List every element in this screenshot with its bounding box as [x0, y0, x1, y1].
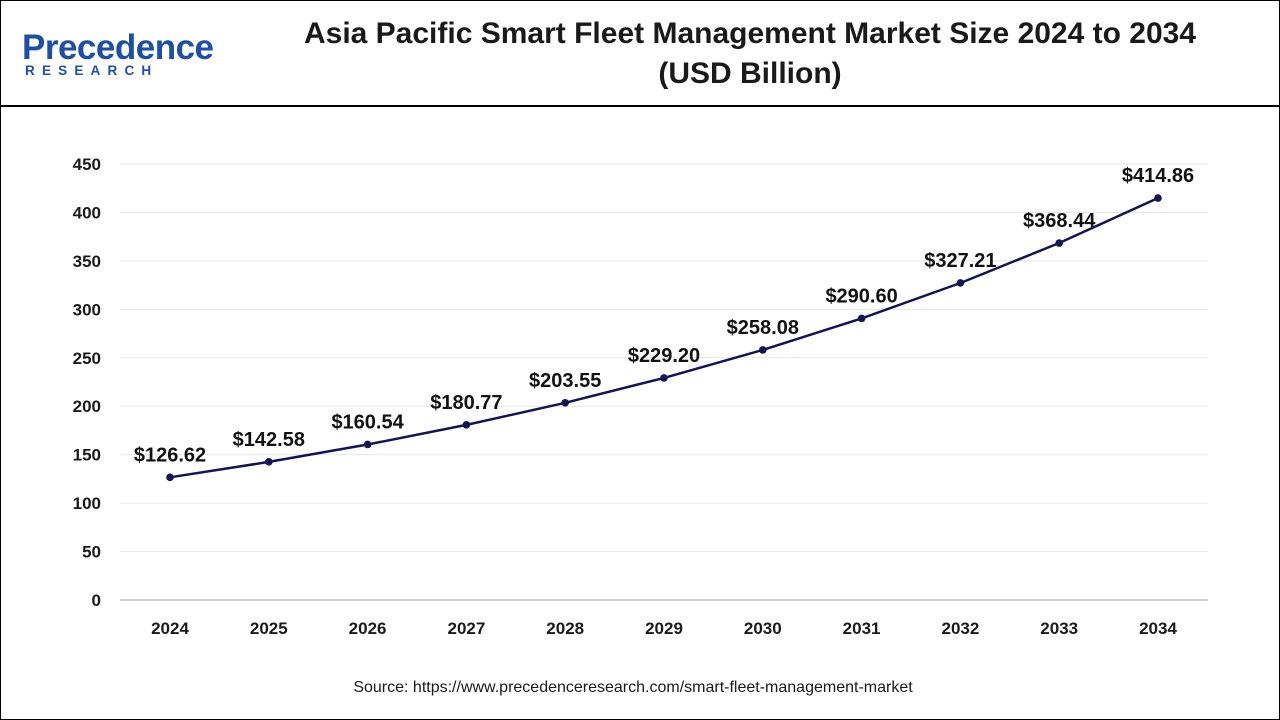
- data-label: $327.21: [924, 250, 996, 272]
- x-tick-label: 2024: [151, 619, 189, 638]
- gridlines: [120, 163, 1208, 553]
- data-point[interactable]: [660, 374, 668, 382]
- chart-title-line-1: Asia Pacific Smart Fleet Management Mark…: [303, 17, 1197, 50]
- chart-title: Asia Pacific Smart Fleet Management Mark…: [250, 14, 1250, 94]
- data-point[interactable]: [462, 421, 471, 429]
- chart-title-line-2: (USD Billion): [658, 57, 842, 90]
- data-point[interactable]: [956, 279, 965, 287]
- data-label: $258.08: [727, 317, 799, 339]
- header-bar: Precedence RESEARCH Asia Pacific Smart F…: [0, 0, 1280, 107]
- y-tick-label: 450: [73, 155, 101, 174]
- x-tick-label: 2033: [1040, 619, 1078, 638]
- x-tick-label: 2030: [744, 619, 782, 638]
- data-label: $414.86: [1122, 165, 1194, 187]
- data-label: $142.58: [233, 429, 305, 451]
- data-label: $126.62: [134, 444, 206, 466]
- x-tick-label: 2027: [447, 619, 485, 638]
- y-tick-label: 100: [73, 494, 101, 513]
- y-tick-label: 200: [73, 397, 101, 416]
- x-tick-label: 2031: [843, 619, 881, 638]
- x-tick-label: 2026: [349, 619, 387, 638]
- data-point[interactable]: [1055, 239, 1063, 247]
- series-market-size: [166, 194, 1162, 482]
- data-point[interactable]: [166, 473, 174, 482]
- x-tick-label: 2032: [941, 619, 979, 638]
- series-line: [169, 196, 1159, 479]
- brand-logo[interactable]: Precedence RESEARCH: [20, 28, 220, 84]
- data-label: $368.44: [1023, 210, 1096, 232]
- data-point[interactable]: [561, 398, 569, 407]
- axes: 0 50 100 150 200 250 300 350 400 450 2024 2025 2026 2…: [73, 155, 1208, 638]
- source-note: Source: https://www.precedenceresearch.c…: [353, 679, 913, 696]
- x-tick-label: 2028: [546, 619, 584, 638]
- y-tick-label: 0: [92, 591, 101, 610]
- data-point[interactable]: [759, 346, 767, 354]
- logo-subtitle: RESEARCH: [25, 63, 159, 78]
- y-tick-label: 400: [73, 203, 101, 222]
- y-tick-label: 300: [73, 300, 101, 319]
- data-label: $290.60: [825, 285, 897, 307]
- data-point[interactable]: [265, 458, 273, 466]
- data-label: $180.77: [430, 392, 502, 414]
- y-tick-label: 150: [73, 446, 101, 465]
- logo-wordmark: Precedence: [22, 28, 214, 67]
- data-point[interactable]: [857, 314, 866, 323]
- data-labels: $126.62 $142.58 $160.54 $180.77 $203.55 $229.…: [134, 165, 1194, 466]
- x-tick-label: 2029: [645, 619, 683, 638]
- y-tick-label: 350: [73, 252, 101, 271]
- y-tick-label: 250: [73, 349, 101, 368]
- data-point[interactable]: [363, 440, 372, 449]
- x-tick-label: 2025: [250, 619, 288, 638]
- y-tick-label: 50: [82, 543, 101, 562]
- data-label: $160.54: [331, 411, 404, 433]
- data-point[interactable]: [1154, 194, 1162, 202]
- data-label: $229.20: [628, 345, 700, 367]
- data-label: $203.55: [529, 370, 601, 392]
- x-tick-label: 2034: [1139, 619, 1177, 638]
